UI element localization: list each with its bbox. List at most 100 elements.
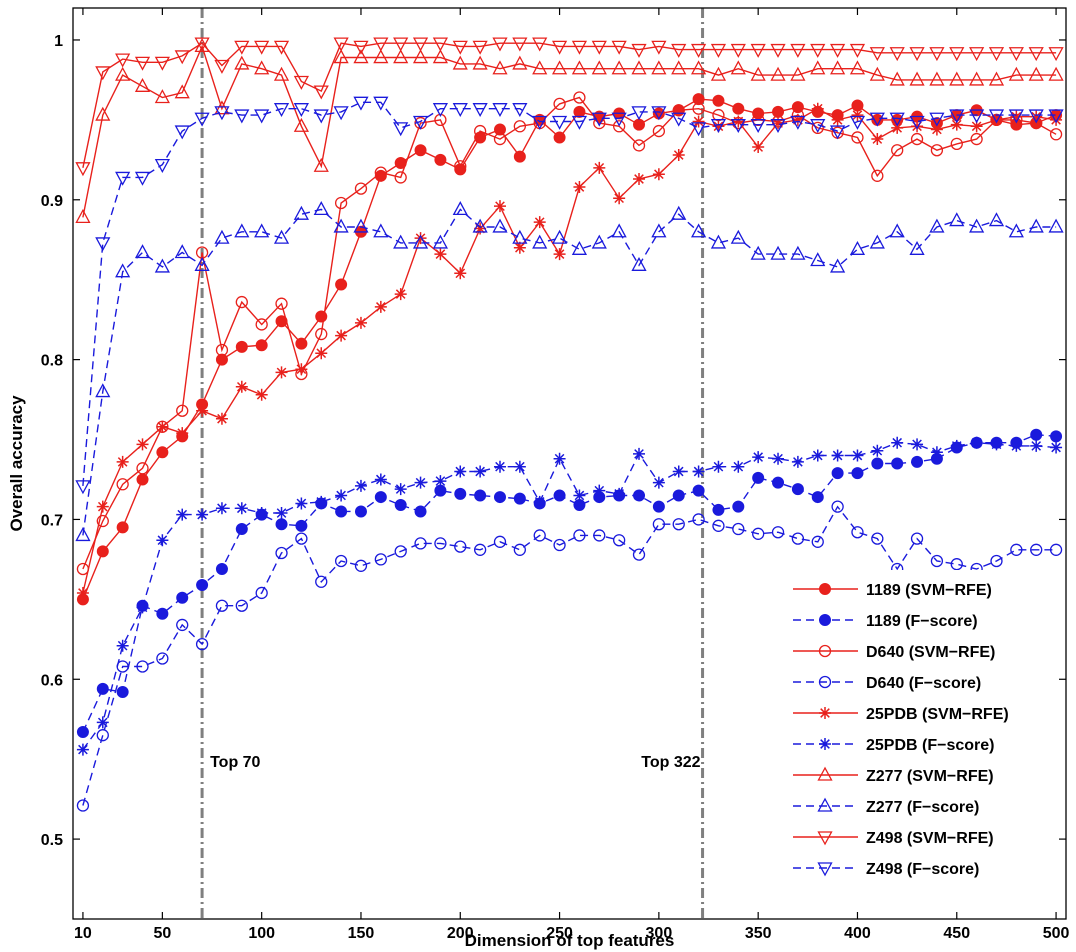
data-point: [1028, 109, 1044, 124]
data-point: [214, 59, 230, 74]
data-point: [1028, 66, 1044, 81]
data-point: [591, 60, 607, 75]
data-point: [116, 478, 129, 491]
data-point: [889, 71, 905, 86]
data-point: [454, 465, 467, 478]
data-point: [134, 171, 151, 186]
data-point: [432, 49, 449, 64]
series-8: [75, 37, 1064, 177]
data-point: [871, 444, 884, 457]
data-point: [116, 455, 129, 468]
data-point: [849, 43, 866, 58]
data-point: [492, 37, 508, 52]
data-point: [313, 109, 329, 124]
y-tick-label: 0.9: [41, 193, 63, 210]
data-point: [432, 103, 449, 118]
reference-line-label: Top 322: [641, 754, 700, 771]
data-point: [1028, 218, 1044, 233]
data-point: [631, 43, 647, 58]
data-point: [571, 240, 588, 255]
data-point: [215, 562, 228, 575]
data-point: [910, 532, 924, 545]
data-point: [154, 89, 170, 104]
data-point: [334, 554, 348, 568]
data-point: [136, 473, 149, 486]
data-point: [532, 234, 548, 249]
series-6: [75, 37, 1064, 224]
data-point: [315, 575, 328, 588]
data-point: [969, 109, 985, 124]
y-tick-label: 1: [54, 33, 63, 50]
x-tick-label: 150: [348, 925, 375, 942]
data-point: [434, 537, 447, 550]
data-point: [76, 743, 89, 756]
data-point: [950, 558, 963, 571]
data-point: [593, 116, 606, 130]
data-point: [474, 222, 487, 235]
data-point: [333, 49, 349, 64]
data-point: [513, 492, 526, 505]
legend-label: D640 (F−score): [866, 675, 981, 692]
data-point: [194, 256, 210, 271]
legend-label: 1189 (SVM−RFE): [866, 582, 992, 599]
data-point: [712, 503, 725, 516]
data-point: [831, 449, 844, 462]
series-0: [76, 93, 1063, 606]
data-point: [492, 218, 508, 233]
data-point: [353, 218, 369, 233]
data-point: [454, 540, 467, 553]
data-point: [115, 53, 131, 68]
data-point: [690, 43, 707, 58]
data-point: [452, 55, 468, 70]
data-point: [532, 115, 548, 130]
legend: 1189 (SVM−RFE) 1189 (F−score) D640 (SVM−RF…: [783, 570, 1059, 888]
data-point: [930, 446, 943, 459]
data-point: [810, 252, 826, 267]
data-point: [988, 47, 1005, 62]
data-point: [771, 526, 785, 539]
data-point: [454, 487, 467, 500]
legend-label: Z498 (F−score): [866, 861, 979, 878]
data-point: [115, 66, 131, 81]
data-point: [75, 209, 91, 224]
data-point: [909, 115, 925, 130]
data-point: [1030, 439, 1043, 452]
data-point: [950, 137, 963, 151]
data-point: [313, 85, 329, 100]
data-point: [354, 559, 368, 572]
data-point: [950, 439, 963, 452]
data-point: [750, 245, 766, 260]
data-point: [472, 40, 488, 55]
data-point: [474, 489, 487, 502]
data-point: [791, 113, 804, 126]
data-point: [1030, 543, 1043, 556]
legend-marker: [817, 766, 833, 781]
data-point: [154, 258, 170, 273]
data-point: [215, 353, 228, 366]
data-point: [692, 484, 705, 497]
data-point: [235, 380, 248, 393]
data-point: [613, 120, 626, 133]
data-point: [911, 438, 924, 451]
data-point: [613, 487, 626, 500]
data-point: [710, 43, 727, 58]
x-tick-label: 200: [447, 925, 474, 942]
data-point: [970, 120, 983, 133]
data-point: [194, 112, 210, 127]
data-point: [571, 115, 588, 130]
data-point: [611, 40, 627, 55]
data-point: [434, 248, 447, 261]
data-point: [791, 455, 804, 468]
data-point: [553, 131, 566, 144]
data-point: [353, 49, 369, 64]
data-point: [573, 105, 586, 118]
data-point: [95, 237, 111, 252]
data-point: [651, 106, 667, 121]
data-point: [633, 118, 646, 131]
data-point: [633, 447, 646, 460]
data-point: [434, 153, 447, 166]
data-point: [849, 60, 866, 75]
data-point: [116, 686, 129, 699]
data-point: [891, 121, 904, 134]
data-point: [790, 66, 806, 81]
